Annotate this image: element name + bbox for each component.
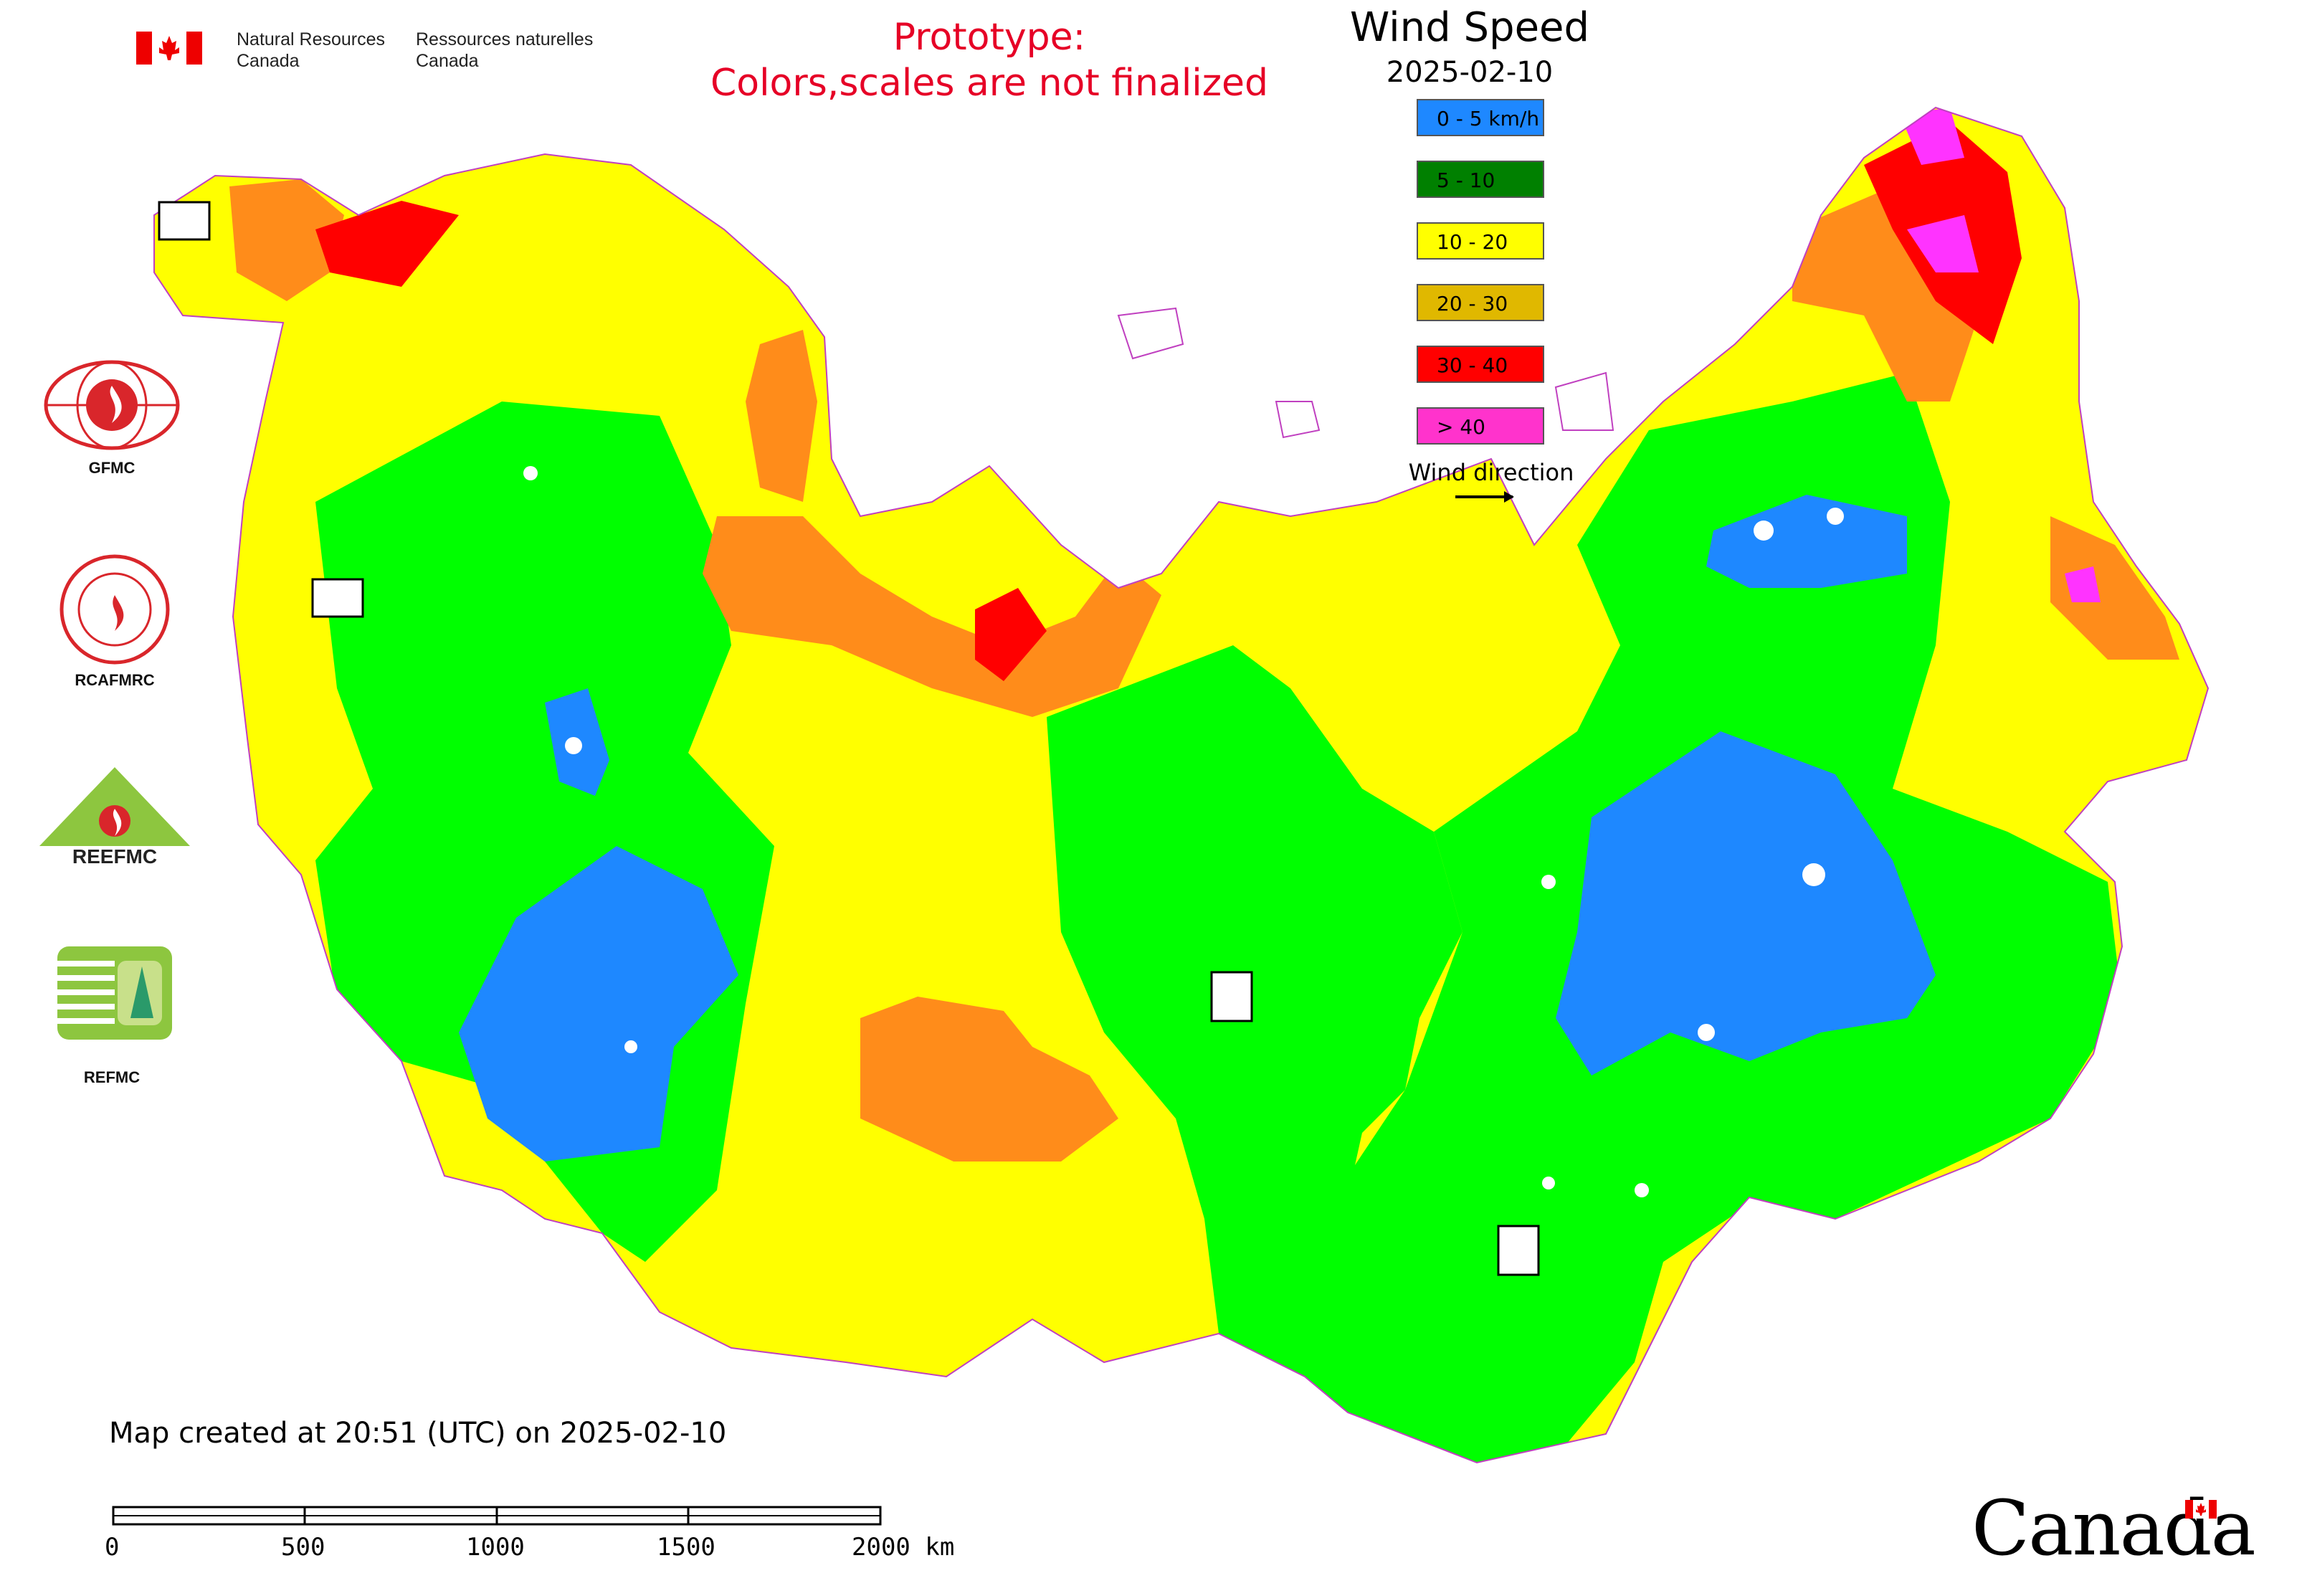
scale-tick-500: 500 (281, 1533, 325, 1562)
legend-item-10-20: 10 - 20 (1417, 222, 1544, 260)
canada-wordmark: Canada (1972, 1484, 2256, 1572)
nrcan-fr-line1: Ressources naturelles (416, 29, 594, 49)
scale-tick-1000: 1000 (466, 1533, 525, 1562)
scale-tick-0: 0 (105, 1533, 120, 1562)
lakes (523, 466, 1844, 1197)
prototype-notice: Prototype: Colors,scales are not finaliz… (631, 14, 1348, 106)
nrcan-en-line1: Natural Resources (237, 29, 386, 49)
canada-wordmark-flag-icon (2185, 1500, 2217, 1519)
scale-tick-1500: 1500 (657, 1533, 715, 1562)
scale-tick-2000-km: 2000 km (852, 1533, 955, 1562)
gfmc-logo (44, 360, 180, 450)
legend-item-0-5: 0 - 5 km/h (1417, 99, 1544, 136)
canada-flag-icon (136, 32, 202, 65)
refmc-logo (57, 946, 172, 1040)
org-label-rcafmrc: RCAFMRC (75, 671, 155, 689)
nrcan-fr-line2: Canada (416, 51, 479, 71)
arctic-islands (1117, 307, 1614, 439)
map-created-note: Map created at 20:51 (UTC) on 2025-02-10 (109, 1417, 727, 1450)
wind-zones (154, 108, 2208, 1463)
legend-item-5-10: 5 - 10 (1417, 161, 1544, 198)
org-label-refmc: REFMC (83, 1068, 141, 1086)
reefmc-logo: REEFMC (36, 767, 194, 868)
nrcan-en-line2: Canada (237, 51, 300, 71)
map-title: Wind Speed (1349, 4, 1590, 51)
wind-direction-label: Wind direction (1408, 459, 1574, 486)
prototype-line2: Colors,scales are not finalized (710, 62, 1269, 105)
legend-item-over-40: > 40 (1417, 407, 1544, 445)
scale-bar (112, 1506, 882, 1526)
map-date: 2025-02-10 (1386, 56, 1554, 89)
map-center-markers (158, 201, 1540, 1276)
nrcan-signature: Natural Resources Canada Ressources natu… (136, 27, 609, 79)
svg-text:REEFMC: REEFMC (72, 845, 157, 868)
legend-item-30-40: 30 - 40 (1417, 346, 1544, 383)
org-label-gfmc: GFMC (88, 459, 135, 477)
prototype-line1: Prototype: (893, 16, 1086, 59)
wind-direction-arrow (1455, 491, 1514, 503)
rcafmrc-logo (60, 554, 170, 665)
legend-item-20-30: 20 - 30 (1417, 284, 1544, 321)
